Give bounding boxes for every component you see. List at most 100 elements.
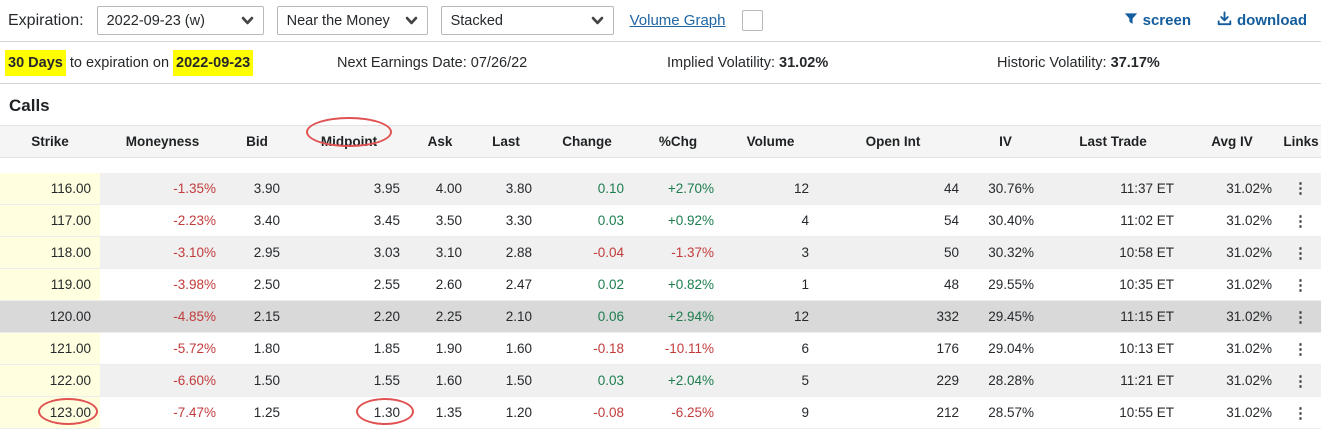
column-header-midpoint[interactable]: Midpoint [289,125,409,158]
row-menu-kebab-icon[interactable]: ⋮ [1281,396,1321,429]
cell-pct_chg: +2.94% [633,300,723,333]
row-menu-kebab-icon[interactable]: ⋮ [1281,300,1321,333]
cell-last_trade: 10:55 ET [1043,396,1183,429]
column-header-strike[interactable]: Strike [0,125,100,158]
cell-change: -0.04 [541,236,633,269]
cell-moneyness: -3.98% [100,268,225,301]
cell-bid: 3.90 [225,172,289,205]
cell-avg_iv: 31.02% [1183,300,1281,333]
column-header-iv[interactable]: IV [968,125,1043,158]
row-menu-kebab-icon[interactable]: ⋮ [1281,332,1321,365]
cell-strike: 118.00 [0,236,100,269]
cell-pct_chg: +2.04% [633,364,723,397]
cell-open_int: 44 [818,172,968,205]
download-icon [1217,11,1232,30]
cell-iv: 29.04% [968,332,1043,365]
cell-open_int: 50 [818,236,968,269]
cell-iv: 28.28% [968,364,1043,397]
row-menu-kebab-icon[interactable]: ⋮ [1281,268,1321,301]
cell-ask: 3.10 [409,236,471,269]
cell-strike: 120.00 [0,300,100,333]
cell-open_int: 48 [818,268,968,301]
column-header-moneyness[interactable]: Moneyness [100,125,225,158]
cell-strike: 122.00 [0,364,100,397]
cell-open_int: 176 [818,332,968,365]
cell-avg_iv: 31.02% [1183,172,1281,205]
cell-avg_iv: 31.02% [1183,332,1281,365]
column-header-avg-iv[interactable]: Avg IV [1183,125,1281,158]
expiration-select-value: 2022-09-23 (w) [106,12,205,29]
cell-midpoint: 3.45 [289,204,409,237]
expiration-date-highlight: 2022-09-23 [173,49,254,76]
cell-pct_chg: -10.11% [633,332,723,365]
download-button[interactable]: download [1217,11,1307,30]
column-header-open-int[interactable]: Open Int [818,125,968,158]
view-mode-select[interactable]: Stacked [440,6,614,35]
screen-button[interactable]: screen [1124,12,1191,30]
cell-avg_iv: 31.02% [1183,236,1281,269]
cell-last: 3.80 [471,172,541,205]
filter-icon [1124,12,1138,30]
cell-bid: 1.25 [225,396,289,429]
cell-pct_chg: +2.70% [633,172,723,205]
column-header--chg[interactable]: %Chg [633,125,723,158]
cell-ask: 2.60 [409,268,471,301]
cell-strike: 119.00 [0,268,100,301]
cell-moneyness: -6.60% [100,364,225,397]
cell-open_int: 229 [818,364,968,397]
days-highlight: 30 Days [5,49,66,76]
cell-last_trade: 11:15 ET [1043,300,1183,333]
cell-last_trade: 10:35 ET [1043,268,1183,301]
cell-midpoint: 3.95 [289,172,409,205]
table-row: 118.00 -3.10% 2.95 3.03 3.10 2.88 -0.04 -1.37% 3… [0,236,1321,269]
volume-graph-link[interactable]: Volume Graph [629,12,726,29]
table-row: 123.00 -7.47% 1.25 1.30 1.35 1.20 -0.08 -6.25% 9… [0,396,1321,429]
row-menu-kebab-icon[interactable]: ⋮ [1281,364,1321,397]
column-header-links[interactable]: Links [1281,125,1321,158]
historic-volatility-label: Historic Volatility: [997,54,1111,71]
cell-iv: 30.76% [968,172,1043,205]
cell-last: 2.88 [471,236,541,269]
column-header-bid[interactable]: Bid [225,125,289,158]
column-header-last-trade[interactable]: Last Trade [1043,125,1183,158]
cell-change: 0.06 [541,300,633,333]
cell-iv: 30.32% [968,236,1043,269]
moneyness-filter-select[interactable]: Near the Money [276,6,428,35]
expiration-select[interactable]: 2022-09-23 (w) [96,6,264,35]
row-menu-kebab-icon[interactable]: ⋮ [1281,172,1321,205]
row-menu-kebab-icon[interactable]: ⋮ [1281,236,1321,269]
implied-volatility: Implied Volatility: 31.02% [667,55,997,71]
cell-bid: 1.50 [225,364,289,397]
cell-ask: 4.00 [409,172,471,205]
cell-last_trade: 10:13 ET [1043,332,1183,365]
cell-strike: 123.00 [0,396,100,429]
next-earnings-value: 07/26/22 [470,54,528,71]
cell-last: 1.20 [471,396,541,429]
cell-change: -0.18 [541,332,633,365]
column-header-ask[interactable]: Ask [409,125,471,158]
cell-bid: 2.95 [225,236,289,269]
cell-pct_chg: -6.25% [633,396,723,429]
cell-open_int: 332 [818,300,968,333]
download-button-label: download [1237,12,1307,29]
column-header-volume[interactable]: Volume [723,125,818,158]
cell-last_trade: 11:02 ET [1043,204,1183,237]
cell-avg_iv: 31.02% [1183,396,1281,429]
section-title-calls: Calls [9,96,50,115]
cell-moneyness: -7.47% [100,396,225,429]
table-row: 120.00 -4.85% 2.15 2.20 2.25 2.10 0.06 +2.94% 12… [0,300,1321,333]
volume-graph-checkbox[interactable] [742,10,764,31]
cell-avg_iv: 31.02% [1183,268,1281,301]
cell-change: 0.03 [541,204,633,237]
table-row: 122.00 -6.60% 1.50 1.55 1.60 1.50 0.03 +2.04% 5 2… [0,364,1321,397]
chevron-down-icon [591,14,604,27]
cell-last_trade: 11:37 ET [1043,172,1183,205]
column-header-change[interactable]: Change [541,125,633,158]
cell-strike: 116.00 [0,172,100,205]
table-row: 119.00 -3.98% 2.50 2.55 2.60 2.47 0.02 +0.82% 1 4… [0,268,1321,301]
cell-last: 1.60 [471,332,541,365]
moneyness-filter-value: Near the Money [286,12,390,29]
historic-volatility: Historic Volatility: 37.17% [997,55,1316,71]
row-menu-kebab-icon[interactable]: ⋮ [1281,204,1321,237]
column-header-last[interactable]: Last [471,125,541,158]
